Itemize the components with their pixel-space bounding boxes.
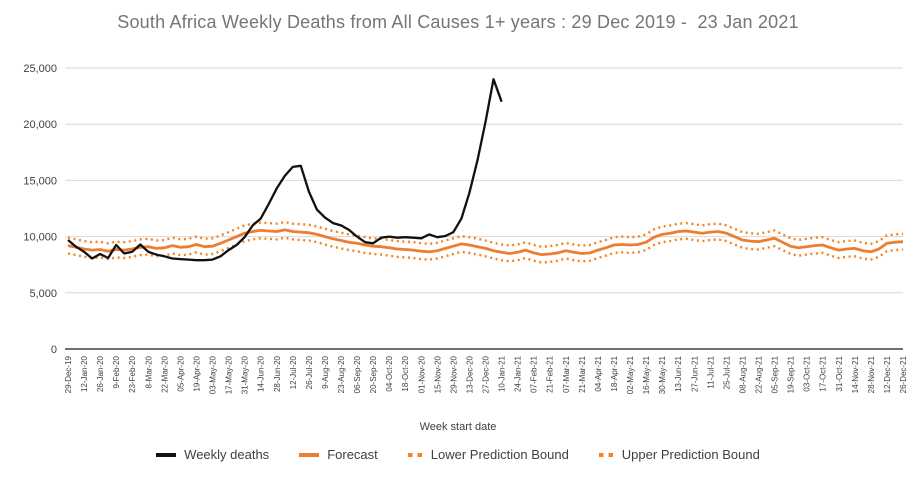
x-tick-label: 29-Dec-19	[64, 355, 73, 393]
x-tick-label: 12-Jan-20	[80, 355, 89, 392]
x-tick-label: 19-Apr-20	[192, 355, 201, 391]
x-tick-label: 27-Jun-21	[690, 355, 699, 392]
x-tick-label: 02-May-21	[626, 355, 635, 394]
x-tick-label: 26-Jan-20	[96, 355, 105, 392]
x-tick-label: 27-Dec-20	[482, 355, 491, 393]
x-tick-label: 18-Oct-20	[401, 355, 410, 391]
legend-label: Forecast	[327, 447, 378, 462]
legend-item-forecast: Forecast	[299, 447, 378, 462]
x-tick-label: 21-Mar-21	[578, 355, 587, 392]
x-tick-label: 9-Aug-20	[321, 355, 330, 388]
x-tick-label: 30-May-21	[658, 355, 667, 394]
x-tick-label: 01-Nov-20	[417, 355, 426, 393]
series-line-weekly-deaths	[67, 78, 503, 262]
x-tick-label: 03-Oct-21	[803, 355, 812, 391]
x-tick-label: 05-Apr-20	[176, 355, 185, 391]
x-tick-label: 17-Oct-21	[819, 355, 828, 391]
x-tick-label: 24-Jan-21	[514, 355, 523, 392]
x-tick-label: 8-Mar-20	[144, 355, 153, 388]
x-tick-label: 04-Oct-20	[385, 355, 394, 391]
y-tick-label: 5,000	[29, 288, 57, 300]
chart-legend: Weekly deaths Forecast Lower Prediction Bo…	[0, 447, 916, 462]
x-tick-label: 08-Aug-21	[738, 355, 747, 393]
legend-swatch-dotted	[598, 452, 614, 457]
x-tick-label: 9-Feb-20	[112, 355, 121, 388]
x-tick-label: 11-Jul-21	[706, 355, 715, 388]
x-tick-label: 20-Sep-20	[369, 355, 378, 393]
x-tick-label: 14-Nov-21	[851, 355, 860, 393]
x-tick-label: 10-Jan-21	[498, 355, 507, 392]
x-tick-label: 22-Aug-21	[754, 355, 763, 393]
y-tick-label: 10,000	[23, 232, 57, 244]
x-tick-label: 19-Sep-21	[787, 355, 796, 393]
series-line-forecast	[67, 228, 904, 257]
x-tick-label: 12-Jul-20	[289, 355, 298, 389]
legend-item-upper-prediction-bound: Upper Prediction Bound	[598, 447, 760, 462]
y-tick-label: 0	[51, 344, 57, 356]
x-tick-label: 23-Aug-20	[337, 355, 346, 393]
y-tick-label: 15,000	[23, 175, 57, 187]
x-tick-label: 22-Mar-20	[160, 355, 169, 392]
legend-swatch-solid	[156, 452, 177, 457]
x-tick-label: 07-Mar-21	[562, 355, 571, 392]
legend-item-lower-prediction-bound: Lower Prediction Bound	[407, 447, 569, 462]
y-tick-label: 25,000	[23, 63, 57, 75]
x-tick-label: 14-Jun-20	[257, 355, 266, 392]
x-tick-label: 29-Nov-20	[449, 355, 458, 393]
series-line-lower-prediction-bound	[67, 236, 904, 264]
x-tick-label: 15-Nov-20	[433, 355, 442, 393]
x-tick-label: 28-Nov-21	[867, 355, 876, 393]
line-chart-plot-area: 0 5,000 10,000 15,000 20,000 25,000 29-Dec-19 1…	[23, 63, 908, 394]
legend-swatch-dotted	[407, 452, 423, 457]
x-tick-label: 04-Apr-21	[594, 355, 603, 391]
legend-label: Weekly deaths	[184, 447, 270, 462]
x-tick-label: 05-Sep-21	[771, 355, 780, 393]
x-tick-label: 13-Dec-20	[465, 355, 474, 393]
x-tick-label: 31-Oct-21	[835, 355, 844, 391]
x-tick-label: 13-Jun-21	[674, 355, 683, 392]
y-tick-label: 20,000	[23, 119, 57, 131]
x-tick-label: 03-May-20	[209, 355, 218, 394]
x-tick-label: 26-Jul-20	[305, 355, 314, 389]
x-tick-label: 06-Sep-20	[353, 355, 362, 393]
x-tick-label: 07-Feb-21	[530, 355, 539, 392]
x-tick-label: 31-May-20	[241, 355, 250, 394]
x-tick-label: 25-Jul-21	[722, 355, 731, 389]
x-tick-label: 23-Feb-20	[128, 355, 137, 392]
x-tick-label: 21-Feb-21	[546, 355, 555, 392]
legend-swatch-solid	[299, 452, 320, 457]
x-tick-label: 17-May-20	[225, 355, 234, 394]
legend-label: Lower Prediction Bound	[430, 447, 569, 462]
chart-title: South Africa Weekly Deaths from All Caus…	[117, 12, 799, 32]
legend-item-weekly-deaths: Weekly deaths	[156, 447, 269, 462]
x-tick-label: 26-Dec-21	[899, 355, 908, 393]
x-axis-title: Week start date	[419, 421, 497, 433]
x-tick-label: 28-Jun-20	[273, 355, 282, 392]
legend-label: Upper Prediction Bound	[621, 447, 760, 462]
x-tick-label: 12-Dec-21	[883, 355, 892, 393]
x-tick-label: 16-May-21	[642, 355, 651, 394]
series-line-upper-prediction-bound	[67, 220, 904, 248]
x-tick-label: 18-Apr-21	[610, 355, 619, 391]
